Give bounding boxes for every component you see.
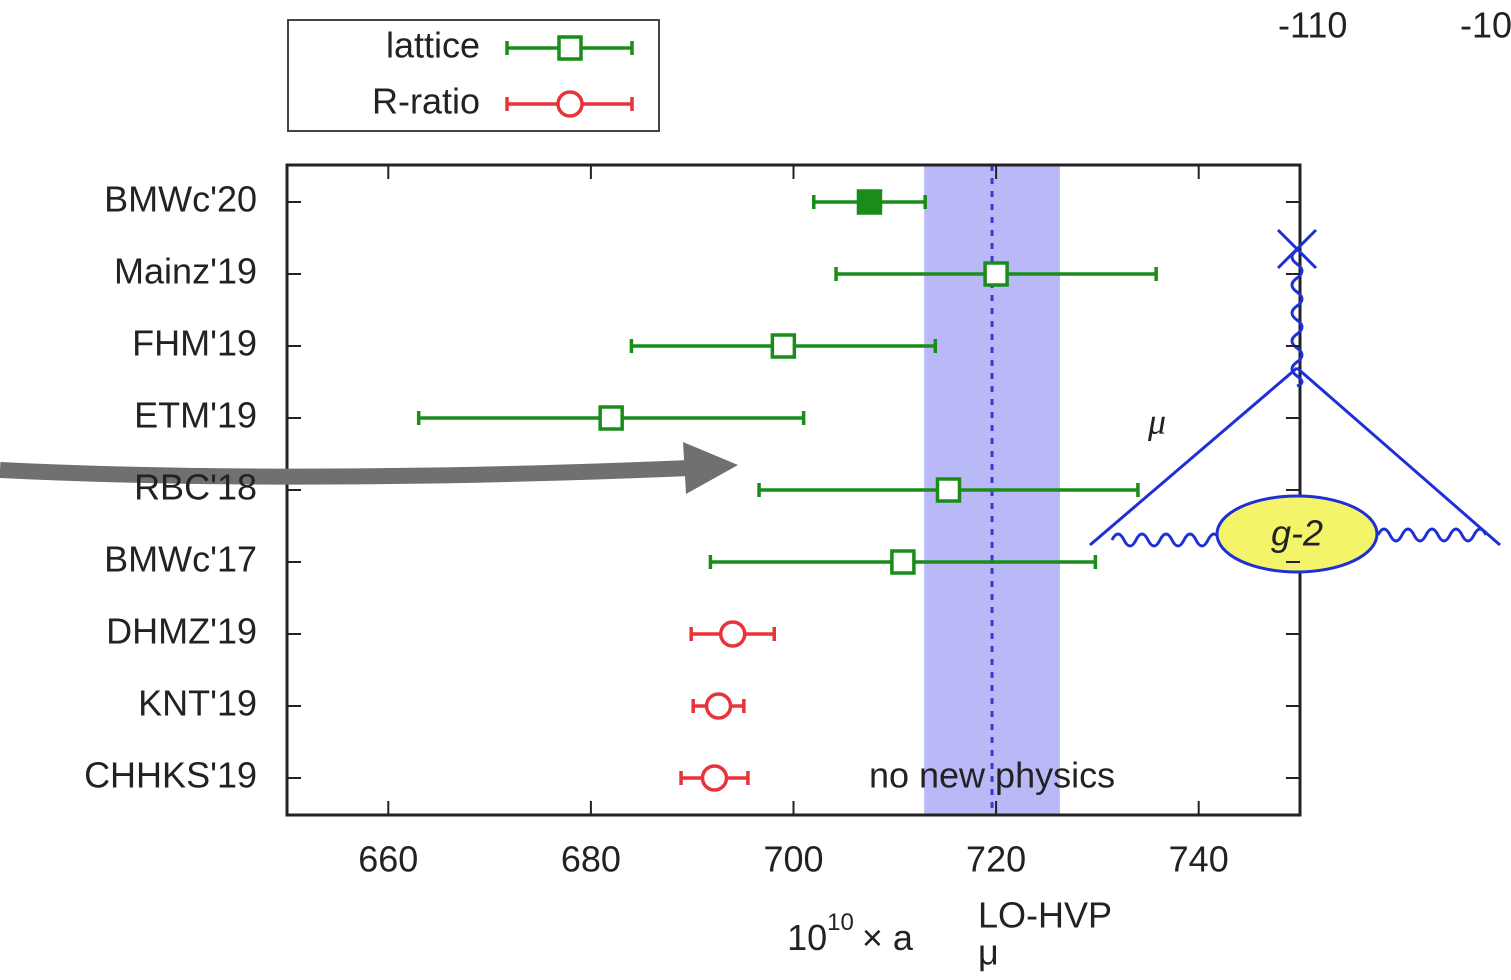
- arrow: [0, 460, 691, 485]
- cross: [1276, 228, 1318, 270]
- y-tick-label: RBC'18: [134, 467, 257, 508]
- x-tick-label: 660: [358, 839, 418, 880]
- marker: [556, 90, 584, 118]
- x-axis-label: 1010 × a: [787, 909, 914, 957]
- legend-label: lattice: [386, 25, 480, 66]
- y-tick-label: Mainz'19: [114, 251, 257, 292]
- marker: [856, 189, 883, 215]
- y-tick-label: KNT'19: [138, 683, 257, 724]
- legend-label: R-ratio: [372, 81, 480, 122]
- legend-box: [287, 19, 660, 132]
- x-label-sub: μ: [978, 932, 999, 973]
- y-tick-label: BMWc'20: [104, 179, 257, 220]
- y-tick-label: DHMZ'19: [106, 611, 257, 652]
- corner-text: -10: [1460, 5, 1511, 46]
- photon: [1290, 248, 1304, 388]
- corner-text: -110: [1278, 5, 1347, 46]
- marker: [983, 261, 1009, 287]
- band-label: no new physics: [869, 755, 1115, 796]
- y-tick-label: BMWc'17: [104, 539, 257, 580]
- marker: [557, 35, 583, 61]
- feynman-diagram: [1089, 228, 1501, 574]
- marker: [890, 549, 916, 575]
- marker: [700, 764, 729, 792]
- muon-line: [1296, 366, 1501, 547]
- x-label-base: 10: [787, 917, 827, 958]
- x-tick-label: 680: [561, 839, 621, 880]
- x-label-times: × a: [862, 917, 914, 958]
- arrow-head: [683, 442, 738, 494]
- plot-area: [416, 165, 1158, 815]
- muon-line: [1089, 366, 1298, 547]
- marker: [770, 333, 797, 359]
- marker: [718, 620, 747, 648]
- y-tick-label: CHHKS'19: [84, 755, 257, 796]
- marker: [704, 692, 733, 720]
- marker: [598, 405, 624, 431]
- g2-label: g-2: [1271, 513, 1323, 554]
- y-tick-label: ETM'19: [134, 395, 257, 436]
- marker: [935, 477, 962, 503]
- photon: [1376, 527, 1488, 543]
- x-tick-label: 740: [1169, 839, 1229, 880]
- y-tick-label: FHM'19: [132, 323, 257, 364]
- x-tick-label: 720: [966, 839, 1026, 880]
- x-label-sup: LO-HVP: [978, 895, 1112, 936]
- x-tick-label: 700: [763, 839, 823, 880]
- x-label-exp: 10: [827, 909, 854, 936]
- photon: [1110, 532, 1222, 548]
- blob: [1215, 494, 1379, 574]
- mu-label: μ: [1147, 401, 1166, 441]
